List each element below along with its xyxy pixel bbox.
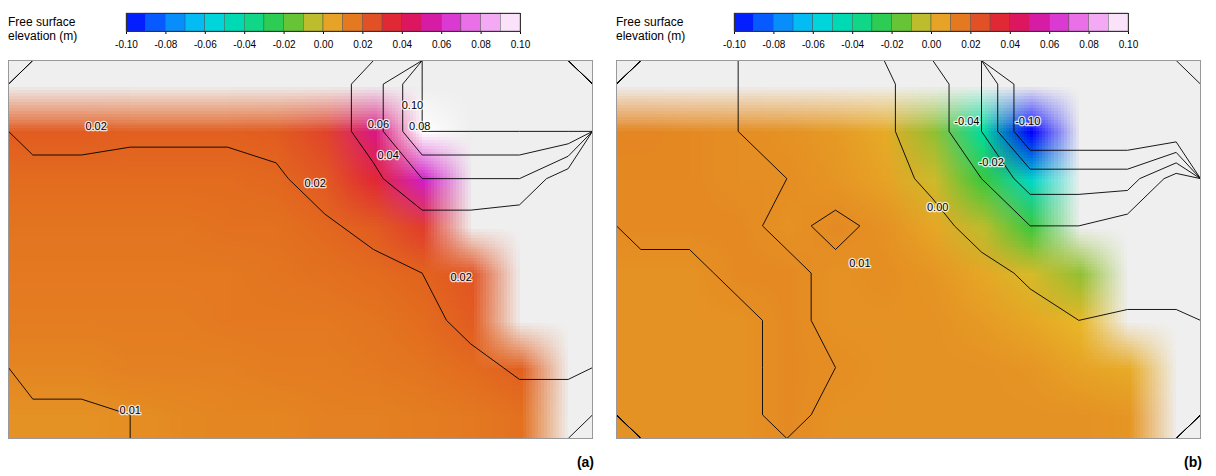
svg-text:-0.10: -0.10 xyxy=(115,39,138,49)
html-text:(a): (a) xyxy=(576,454,594,470)
svg-text:0.00: 0.00 xyxy=(314,39,334,49)
svg-text:-0.04: -0.04 xyxy=(954,115,979,127)
svg-text:-0.02: -0.02 xyxy=(881,39,904,49)
svg-text:-0.08: -0.08 xyxy=(155,39,178,49)
svg-text:0.06: 0.06 xyxy=(368,118,389,130)
svg-text:0.04: 0.04 xyxy=(1001,39,1021,49)
svg-text:0.08: 0.08 xyxy=(409,120,430,132)
svg-text:-0.02: -0.02 xyxy=(979,156,1004,168)
svg-text:0.06: 0.06 xyxy=(432,39,452,49)
html-text:elevation (m): elevation (m) xyxy=(616,29,686,43)
svg-text:0.10: 0.10 xyxy=(402,99,423,111)
svg-text:0.08: 0.08 xyxy=(471,39,491,49)
svg-text:0.02: 0.02 xyxy=(450,271,471,283)
svg-text:0.02: 0.02 xyxy=(85,120,106,132)
html-text:elevation (m): elevation (m) xyxy=(8,29,78,43)
svg-text:0.00: 0.00 xyxy=(922,39,942,49)
svg-text:0.06: 0.06 xyxy=(1040,39,1060,49)
svg-text:-0.04: -0.04 xyxy=(233,39,256,49)
svg-text:0.01: 0.01 xyxy=(119,404,140,416)
svg-text:0.04: 0.04 xyxy=(377,149,398,161)
svg-text:-0.02: -0.02 xyxy=(273,39,296,49)
svg-text:0.02: 0.02 xyxy=(961,39,981,49)
svg-text:-0.06: -0.06 xyxy=(802,39,825,49)
svg-text:-0.06: -0.06 xyxy=(194,39,217,49)
html-text:Free surface: Free surface xyxy=(8,15,76,29)
svg-text:0.10: 0.10 xyxy=(511,39,531,49)
svg-text:0.02: 0.02 xyxy=(304,177,325,189)
svg-text:-0.04: -0.04 xyxy=(841,39,864,49)
html-text:(b): (b) xyxy=(1184,454,1202,470)
svg-text:-0.08: -0.08 xyxy=(763,39,786,49)
svg-text:0.04: 0.04 xyxy=(393,39,413,49)
html-text:Free surface: Free surface xyxy=(616,15,684,29)
svg-text:-0.10: -0.10 xyxy=(723,39,746,49)
svg-text:0.08: 0.08 xyxy=(1079,39,1099,49)
svg-text:0.02: 0.02 xyxy=(353,39,373,49)
svg-text:0.01: 0.01 xyxy=(849,257,870,269)
svg-text:-0.10: -0.10 xyxy=(1015,115,1040,127)
svg-text:0.00: 0.00 xyxy=(927,200,948,212)
svg-text:0.10: 0.10 xyxy=(1119,39,1139,49)
